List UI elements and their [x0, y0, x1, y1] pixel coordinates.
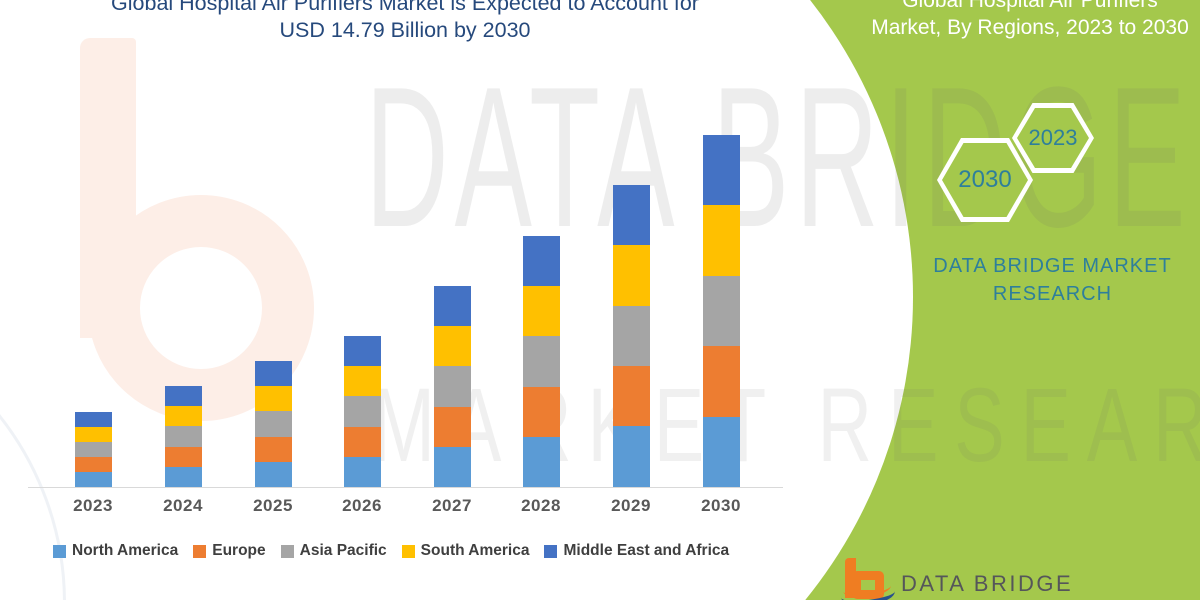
- side-panel-brand-line2: RESEARCH: [992, 283, 1113, 305]
- legend-label: South America: [420, 542, 530, 559]
- legend-label: Europe: [212, 542, 266, 559]
- hexagon-2030-label: 2030: [958, 166, 1012, 193]
- chart-title-line1: Global Hospital Air Purifiers Market is …: [111, 0, 699, 15]
- side-panel-heading: Global Hospital Air Purifiers Market, By…: [845, 0, 1200, 41]
- watermark-text-market-research: MARKET RESEARCH: [372, 367, 1200, 484]
- company-logo: DATA BRIDGE MARKET RESEARCH: [839, 558, 1088, 600]
- legend-item-europe: Europe: [193, 542, 266, 560]
- watermark-logo-b-bowl: [88, 195, 314, 421]
- chart-title: Global Hospital Air Purifiers Market is …: [30, 0, 780, 44]
- side-panel-brand-text: DATA BRIDGE MARKET RESEARCH: [875, 252, 1200, 308]
- legend-swatch-icon: [280, 544, 294, 558]
- chart-legend: North America Europe Asia Pacific South Ame…: [53, 542, 729, 560]
- data-bridge-b-icon: [839, 558, 897, 600]
- x-axis-line: [28, 487, 783, 488]
- side-panel-brand-line1: DATA BRIDGE MARKET: [933, 255, 1172, 277]
- legend-label: North America: [72, 542, 179, 559]
- chart-title-line2: USD 14.79 Billion by 2030: [279, 18, 531, 42]
- legend-item-north-america: North America: [53, 542, 178, 560]
- legend-item-middle-east-and-africa: Middle East and Africa: [544, 542, 729, 560]
- legend-label: Middle East and Africa: [563, 542, 730, 559]
- hexagon-2023-label: 2023: [1028, 125, 1078, 150]
- legend-label: Asia Pacific: [299, 542, 387, 559]
- legend-swatch-icon: [401, 544, 415, 558]
- b-icon-stem: [845, 558, 856, 598]
- company-logo-title: DATA BRIDGE: [901, 571, 1074, 596]
- legend-swatch-icon: [193, 544, 207, 558]
- b-icon-bowl: [852, 571, 884, 599]
- legend-swatch-icon: [544, 544, 558, 558]
- side-panel-heading-line1: Global Hospital Air Purifiers: [902, 0, 1158, 12]
- legend-item-south-america: South America: [401, 542, 530, 560]
- legend-swatch-icon: [53, 544, 66, 558]
- hexagon-2030-fill: 2030: [942, 143, 1028, 217]
- hexagon-2030: 2030: [937, 138, 1033, 222]
- company-logo-text: DATA BRIDGE MARKET RESEARCH: [901, 558, 1088, 600]
- side-panel-heading-line2: Market, By Regions, 2023 to 2030: [871, 16, 1189, 39]
- legend-item-asia-pacific: Asia Pacific: [280, 542, 387, 560]
- hexagon-2023-fill: 2023: [1017, 108, 1089, 168]
